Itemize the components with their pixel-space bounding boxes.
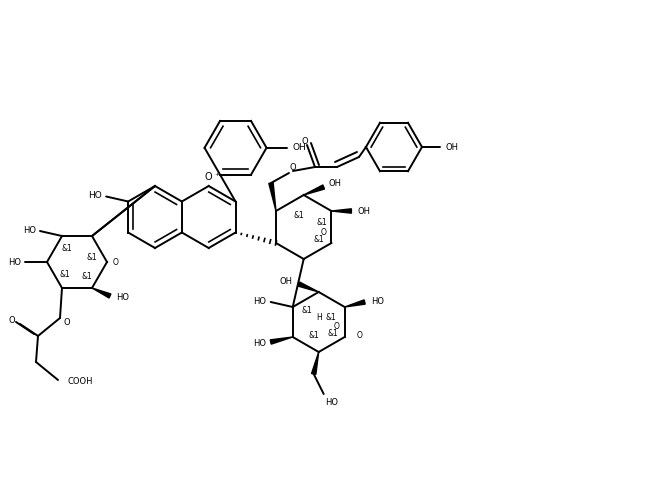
Text: HO: HO [253,296,266,305]
Text: COOH: COOH [68,377,94,387]
Text: +: + [214,172,219,177]
Text: O: O [9,316,15,325]
Text: O: O [356,330,362,339]
Text: &1: &1 [302,305,312,314]
Text: &1: &1 [327,329,338,338]
Text: &1: &1 [86,252,98,261]
Polygon shape [298,282,319,292]
Text: O: O [321,228,327,237]
Text: &1: &1 [293,211,304,220]
Polygon shape [312,352,319,374]
Polygon shape [345,300,365,307]
Text: &1: &1 [325,312,336,321]
Polygon shape [269,183,276,211]
Text: HO: HO [88,191,102,200]
Text: HO: HO [23,226,36,235]
Text: O: O [64,318,71,327]
Polygon shape [92,288,111,298]
Text: HO: HO [8,257,21,266]
Text: HO: HO [371,296,383,305]
Text: OH: OH [358,207,370,216]
Text: HO: HO [325,398,338,407]
Text: &1: &1 [82,271,92,280]
Text: O: O [290,163,296,172]
Text: O: O [205,172,213,182]
Text: O: O [334,322,340,331]
Text: O: O [302,137,308,146]
Polygon shape [270,337,293,344]
Text: &1: &1 [59,269,71,278]
Text: &1: &1 [308,331,319,340]
Text: H: H [316,313,321,322]
Polygon shape [304,185,325,195]
Polygon shape [331,209,351,213]
Text: HO: HO [253,338,266,347]
Text: OH: OH [329,179,342,188]
Text: OH: OH [280,277,292,286]
Text: OH: OH [446,143,459,152]
Text: OH: OH [292,143,306,152]
Text: O: O [113,257,119,266]
Text: &1: &1 [316,218,327,227]
Text: HO: HO [116,293,129,302]
Text: &1: &1 [314,235,324,244]
Text: &1: &1 [61,244,73,252]
